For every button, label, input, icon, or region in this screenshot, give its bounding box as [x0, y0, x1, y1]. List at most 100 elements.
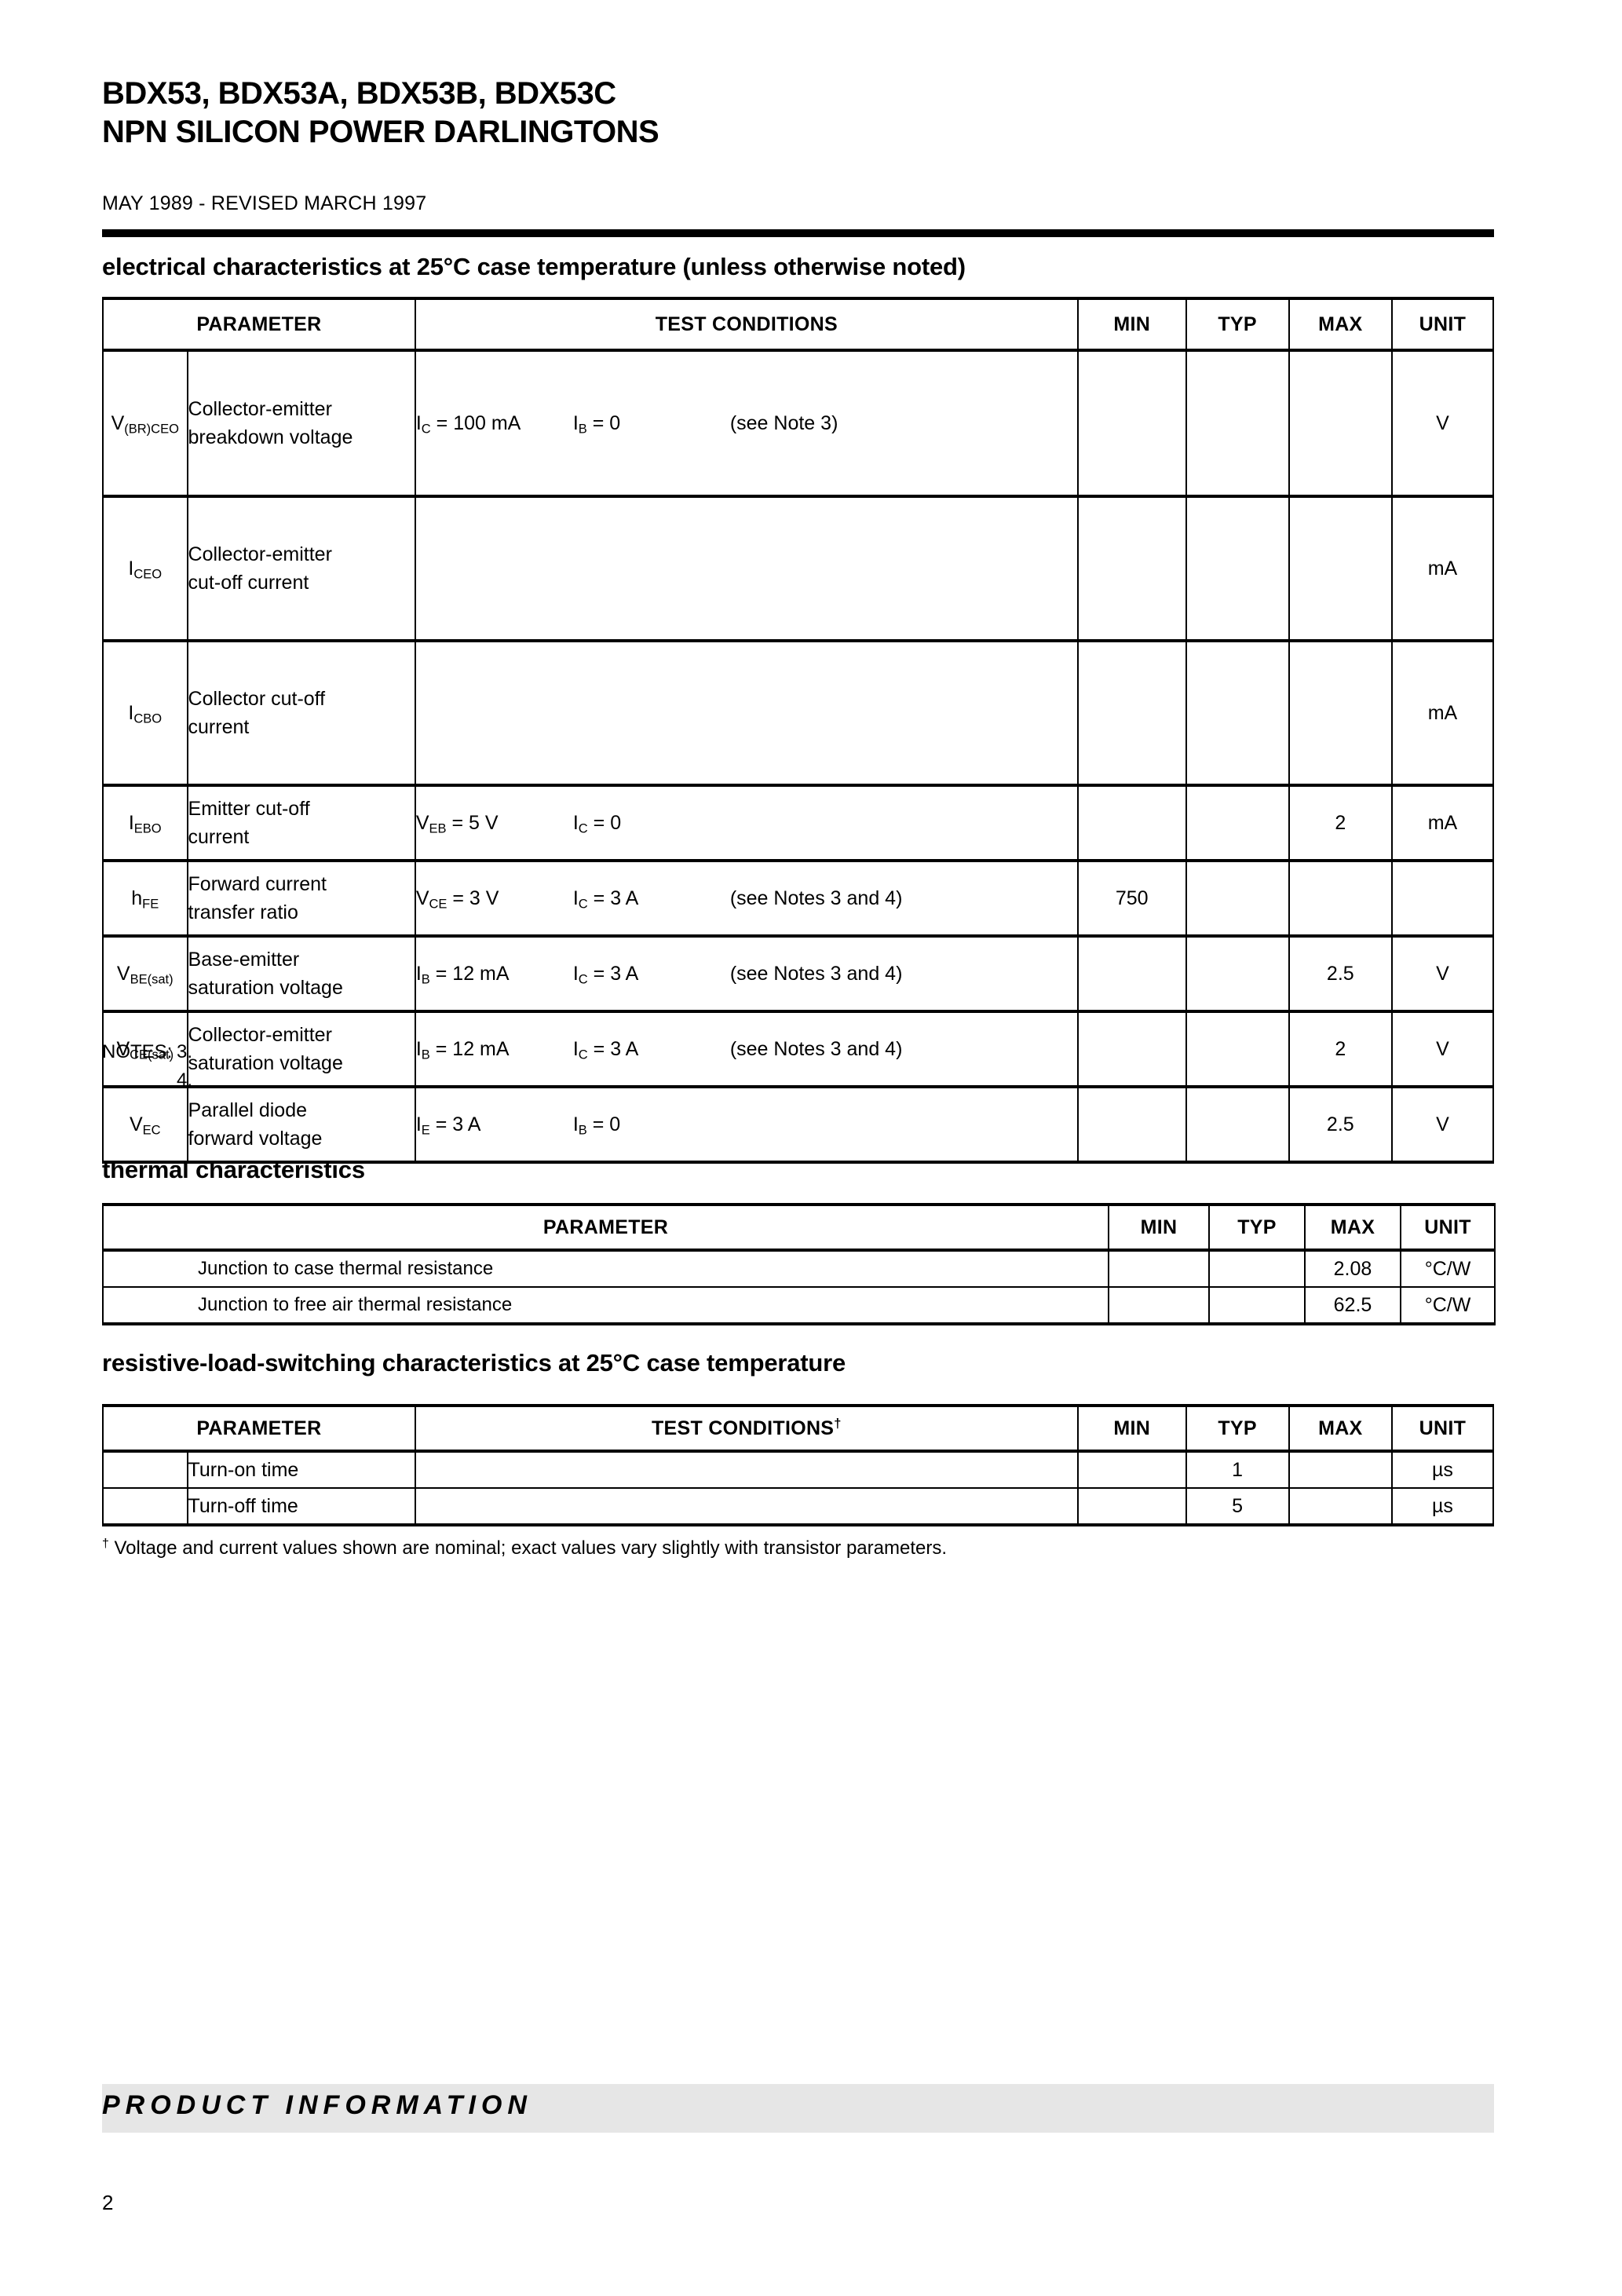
thermal-characteristics-table: PARAMETER MIN TYP MAX UNIT Junction to c…: [102, 1203, 1496, 1325]
section-heading-thermal: thermal characteristics: [102, 1156, 365, 1183]
col-header-typ: TYP: [1185, 1404, 1290, 1452]
condition-grid: IB = 12 mA IC = 3 A (see Notes 3 and 4): [416, 1034, 1077, 1064]
desc-lines: Forward current transfer ratio: [188, 870, 415, 927]
notes-label-spacer: [102, 1066, 177, 1095]
col-header-min: MIN: [1108, 1203, 1210, 1251]
col-header-typ: TYP: [1185, 297, 1290, 351]
max-value: [1288, 1487, 1393, 1526]
condition-grid: VEB = 5 V IC = 0: [416, 808, 1077, 838]
condition-1: IB = 12 mA: [415, 963, 510, 987]
typ-value: 5: [1185, 1487, 1290, 1526]
desc-line-1: Base-emitter: [188, 948, 300, 971]
condition-note: (see Notes 3 and 4): [729, 963, 903, 985]
param-cell: Junction to free air thermal resistance: [102, 1286, 1109, 1325]
test-conditions: IC = 100 mA IB = 0 (see Note 3): [414, 349, 1079, 497]
dagger-marker-icon: †: [102, 1537, 109, 1551]
electrical-characteristics-table: PARAMETER TEST CONDITIONS MIN TYP MAX UN…: [102, 297, 1495, 1164]
condition-note: (see Note 3): [729, 412, 838, 434]
page-number: 2: [102, 2191, 114, 2214]
min-value: [1076, 784, 1187, 861]
typ-value: [1185, 639, 1290, 786]
note-number: 4.: [177, 1069, 193, 1091]
col-header-test-conditions: TEST CONDITIONS: [414, 297, 1079, 351]
condition-1: VEB = 5 V: [415, 812, 499, 836]
unit-value: mA: [1390, 639, 1495, 786]
symbol-vbesat: VBE(sat): [116, 962, 174, 987]
desc-line-1: Collector-emitter: [188, 397, 332, 420]
unit-value: °C/W: [1400, 1286, 1496, 1325]
device-subtitle-line: NPN SILICON POWER DARLINGTONS: [102, 114, 659, 149]
condition-2: IC = 3 A: [572, 1038, 639, 1062]
table-row: ICBO Collector cut-off current mA: [102, 639, 1495, 786]
table-header-row: PARAMETER MIN TYP MAX UNIT: [102, 1203, 1496, 1251]
max-value: [1288, 349, 1393, 497]
note-number: 3.: [177, 1041, 193, 1062]
typ-value: [1185, 495, 1290, 642]
unit-value: V: [1390, 934, 1495, 1012]
table-row: IEBO Emitter cut-off current VEB = 5 V I…: [102, 784, 1495, 861]
test-conditions: IB = 12 mA IC = 3 A (see Notes 3 and 4): [414, 1010, 1079, 1088]
desc-line-2: transfer ratio: [188, 901, 298, 923]
typ-value: 1: [1185, 1450, 1290, 1489]
col-header-parameter: PARAMETER: [102, 1404, 416, 1452]
max-value: [1288, 1450, 1393, 1489]
device-family-line: BDX53, BDX53A, BDX53B, BDX53C: [102, 76, 616, 111]
table-header-row: PARAMETER TEST CONDITIONS MIN TYP MAX UN…: [102, 297, 1495, 351]
param-symbol: ICBO: [102, 639, 188, 786]
min-values: [1076, 349, 1187, 497]
param-description: Turn-on time: [186, 1450, 416, 1489]
condition-2: IC = 3 A: [572, 887, 639, 912]
param-description: Collector-emitter breakdown voltage: [186, 349, 416, 497]
table-row: Turn-off time 5 µs: [102, 1487, 1495, 1526]
condition-grid: IE = 3 A IB = 0: [416, 1110, 1077, 1139]
param-cell: Junction to case thermal resistance: [102, 1249, 1109, 1288]
symbol-vcesat: VCE(sat): [116, 1037, 174, 1062]
max-value: 2.5: [1288, 1085, 1393, 1164]
typ-value: [1185, 934, 1290, 1012]
param-symbol: hFE: [102, 859, 188, 937]
table-row: ICEO Collector-emitter cut-off current m…: [102, 495, 1495, 642]
param-symbol: IEBO: [102, 784, 188, 861]
symbol-icbo: ICBO: [128, 701, 163, 726]
param-symbol: VEC: [102, 1085, 188, 1164]
notes-label: NOTES:: [102, 1041, 173, 1062]
header-rule: [102, 229, 1494, 237]
desc-line-2: saturation voltage: [188, 1052, 343, 1074]
desc-line-1: Collector-emitter: [188, 543, 332, 565]
desc-line-1: Collector-emitter: [188, 1023, 332, 1046]
switching-characteristics-table: PARAMETER TEST CONDITIONS† MIN TYP MAX U…: [102, 1404, 1495, 1526]
desc-line-2: cut-off current: [188, 572, 309, 594]
param-symbol: [102, 1450, 188, 1489]
min-value: [1076, 1450, 1187, 1489]
typ-value: [1208, 1286, 1306, 1325]
typ-value: [1185, 1085, 1290, 1164]
max-value: [1288, 859, 1393, 937]
typ-value: [1185, 859, 1290, 937]
condition-note: (see Notes 3 and 4): [729, 1038, 903, 1060]
desc-lines: Collector-emitter saturation voltage: [188, 1021, 415, 1078]
table-row: Junction to case thermal resistance 2.08…: [102, 1249, 1496, 1288]
param-description: Base-emitter saturation voltage: [186, 934, 416, 1012]
unit-value: V: [1390, 1010, 1495, 1088]
unit-value: mA: [1390, 495, 1495, 642]
condition-note: (see Notes 3 and 4): [729, 887, 903, 909]
unit-value: °C/W: [1400, 1249, 1496, 1288]
min-value: [1108, 1249, 1210, 1288]
unit-value: V: [1390, 1085, 1495, 1164]
param-symbol: VCE(sat): [102, 1010, 188, 1088]
document-title: BDX53, BDX53A, BDX53B, BDX53C NPN SILICO…: [102, 75, 659, 152]
typ-value: [1185, 784, 1290, 861]
unit-value: µs: [1390, 1487, 1495, 1526]
param-description: Collector cut-off current: [186, 639, 416, 786]
condition-2: IC = 0: [572, 812, 622, 836]
table-row: V(BR)CEO Collector-emitter breakdown vol…: [102, 349, 1495, 497]
min-value: [1076, 1487, 1187, 1526]
condition-1: IC = 100 mA: [415, 412, 521, 437]
param-symbol: V(BR)CEO: [102, 349, 188, 497]
min-value: 750: [1076, 859, 1187, 937]
table-row: VCE(sat) Collector-emitter saturation vo…: [102, 1010, 1495, 1088]
desc-lines: Base-emitter saturation voltage: [188, 945, 415, 1003]
max-value: 2: [1288, 784, 1393, 861]
section-heading-electrical: electrical characteristics at 25°C case …: [102, 253, 966, 280]
symbol-vbrceo: V(BR)CEO: [111, 411, 179, 437]
